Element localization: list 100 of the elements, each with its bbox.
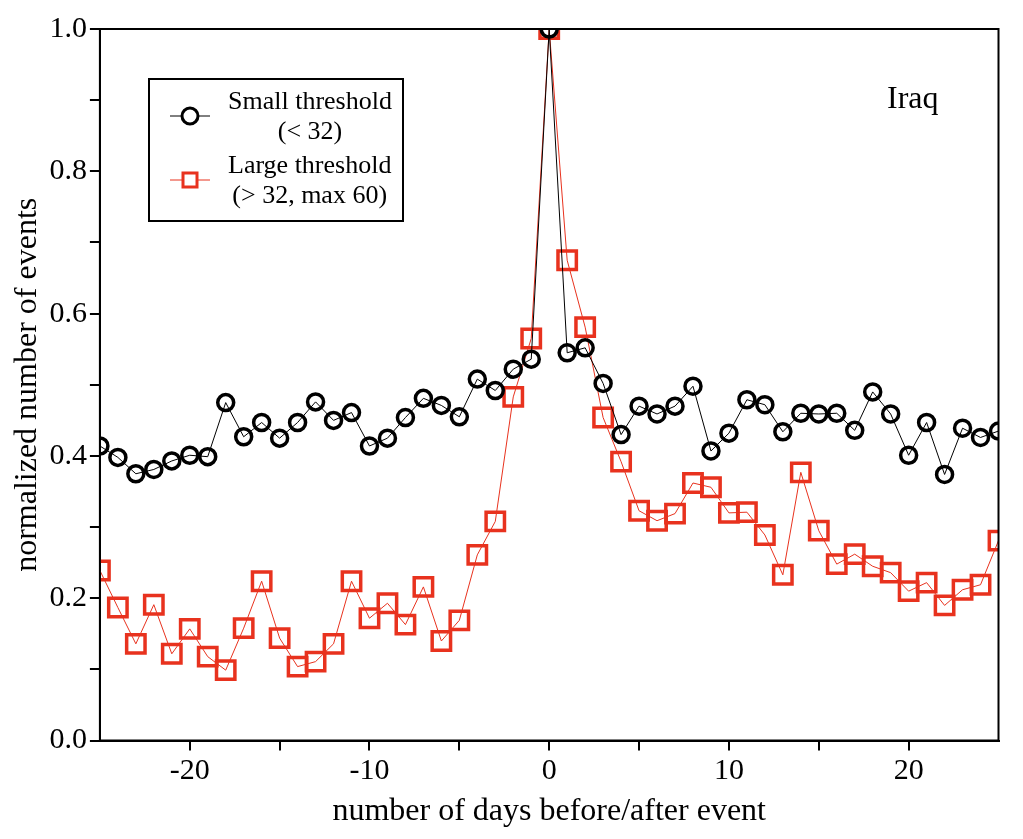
point xyxy=(773,422,793,442)
point xyxy=(951,578,974,601)
point xyxy=(862,382,883,402)
point xyxy=(610,450,633,473)
y-tick-label: 0.8 xyxy=(49,152,87,186)
point xyxy=(377,428,398,448)
point xyxy=(484,510,507,533)
point xyxy=(106,596,129,619)
point xyxy=(574,316,597,339)
point xyxy=(628,499,650,522)
point xyxy=(287,412,308,433)
y-tick-label: 0.4 xyxy=(49,436,87,470)
point xyxy=(807,519,830,542)
point xyxy=(502,385,525,408)
y-tick-label: 1.0 xyxy=(49,9,87,43)
point xyxy=(108,447,128,468)
point xyxy=(520,327,543,350)
legend-label: Large threshold (> 32, max 60) xyxy=(228,150,392,210)
point xyxy=(214,659,237,682)
point xyxy=(593,373,613,394)
point xyxy=(449,407,470,427)
point xyxy=(592,406,615,429)
point xyxy=(844,420,865,441)
point xyxy=(933,594,956,617)
point xyxy=(737,389,757,410)
point xyxy=(683,376,703,396)
point xyxy=(142,593,165,616)
point xyxy=(701,441,721,461)
point xyxy=(323,410,344,431)
point xyxy=(735,501,758,524)
point xyxy=(251,412,272,433)
point xyxy=(322,632,345,655)
point xyxy=(144,459,164,480)
point xyxy=(916,412,937,433)
point xyxy=(304,650,327,673)
point xyxy=(664,502,686,525)
point xyxy=(160,642,183,665)
point xyxy=(665,396,685,416)
y-axis-title: normalized number of events xyxy=(6,197,43,572)
point xyxy=(771,563,794,586)
point xyxy=(611,424,631,445)
point xyxy=(719,423,739,443)
point xyxy=(268,627,291,650)
point xyxy=(880,404,901,424)
point xyxy=(897,580,920,603)
point xyxy=(196,645,219,668)
point xyxy=(467,369,488,389)
point xyxy=(305,392,326,412)
annotation: Iraq xyxy=(886,79,939,116)
x-tick-label: 0 xyxy=(541,752,557,786)
point xyxy=(915,571,938,594)
point xyxy=(682,472,704,494)
point xyxy=(753,524,776,546)
point xyxy=(232,617,255,640)
x-axis-title: number of days before/after event xyxy=(332,791,767,828)
legend-label: Small threshold (< 32) xyxy=(228,86,392,146)
point xyxy=(269,428,290,448)
point xyxy=(898,445,919,465)
point xyxy=(412,575,435,598)
x-tick-label: -20 xyxy=(169,752,210,786)
point xyxy=(861,555,884,578)
point xyxy=(717,501,740,524)
point xyxy=(250,570,273,593)
point xyxy=(970,427,991,448)
point xyxy=(359,436,380,456)
point xyxy=(395,407,416,428)
point xyxy=(215,392,236,413)
point xyxy=(126,464,146,484)
point xyxy=(233,427,254,447)
point xyxy=(162,451,182,471)
x-tick-label: 10 xyxy=(713,752,744,786)
point xyxy=(376,592,399,615)
point xyxy=(952,418,973,438)
y-tick-label: 0.6 xyxy=(49,294,87,328)
point xyxy=(358,607,381,630)
y-tick-label: 0.0 xyxy=(49,721,87,755)
point xyxy=(827,403,847,424)
point xyxy=(575,338,595,358)
point xyxy=(124,632,147,655)
x-tick-label: 20 xyxy=(893,752,924,786)
point xyxy=(466,543,489,566)
point xyxy=(647,404,667,424)
y-tick-label: 0.2 xyxy=(49,579,87,613)
point xyxy=(789,461,812,484)
point xyxy=(879,561,902,584)
point xyxy=(755,394,775,415)
point xyxy=(340,570,363,593)
point xyxy=(394,613,417,636)
point xyxy=(557,343,577,363)
point xyxy=(448,609,471,632)
point xyxy=(969,573,992,596)
point xyxy=(180,445,200,465)
point xyxy=(791,403,811,424)
point xyxy=(646,509,668,532)
point xyxy=(178,617,201,640)
point xyxy=(341,402,362,423)
point xyxy=(430,630,453,652)
point xyxy=(197,446,218,467)
point xyxy=(825,553,848,576)
point xyxy=(934,464,955,485)
